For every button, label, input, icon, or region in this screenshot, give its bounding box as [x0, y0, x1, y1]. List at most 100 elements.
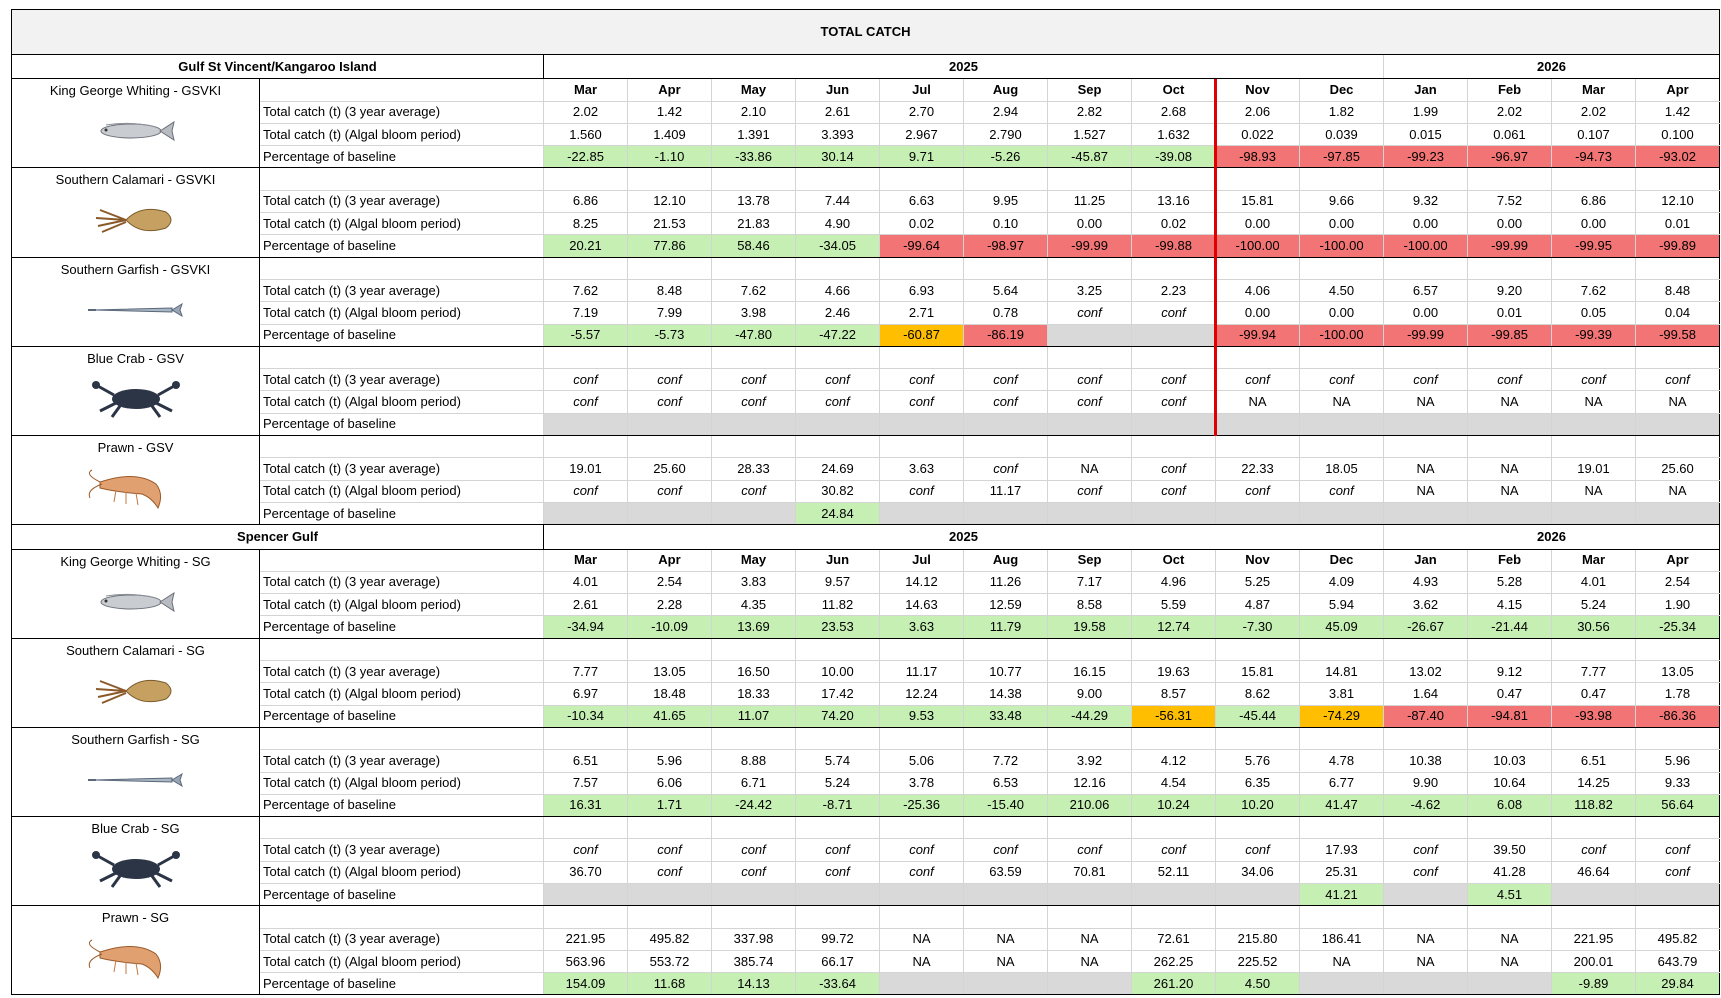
blank-cell	[711, 905, 796, 929]
value-cell: 56.64	[1634, 793, 1721, 818]
value-cell: 7.99	[627, 301, 712, 325]
value-cell: conf	[711, 479, 796, 503]
data-row: Percentage of baseline -34.94 -10.09 13.69 2…	[12, 615, 1721, 639]
value-cell: 9.20	[1467, 278, 1552, 303]
value-cell: 7.62	[1551, 278, 1636, 303]
data-row: Total catch (t) (3 year average) 7.62 8.48…	[12, 278, 1721, 303]
value-cell: 11.68	[627, 972, 712, 996]
value-cell: 8.48	[1634, 278, 1721, 303]
blank-cell	[1131, 435, 1216, 459]
value-cell: 2.54	[1634, 570, 1721, 595]
blank-cell	[1047, 435, 1132, 459]
value-cell: 28.33	[711, 457, 796, 481]
blank-cell	[1634, 256, 1721, 280]
value-cell: -99.88	[1131, 234, 1216, 258]
blank-cell	[1383, 816, 1468, 840]
value-cell: 4.66	[795, 278, 880, 303]
value-cell: 215.80	[1215, 927, 1300, 951]
blank-cell	[1467, 637, 1552, 662]
value-cell: 10.00	[795, 660, 880, 684]
value-cell: 3.98	[711, 301, 796, 325]
value-cell: conf	[963, 457, 1048, 481]
blank-cell	[795, 726, 880, 751]
value-cell: 30.14	[795, 145, 880, 169]
blank-cell	[1383, 345, 1468, 370]
value-cell	[711, 412, 796, 437]
value-cell: -25.36	[879, 793, 964, 818]
value-cell: 8.57	[1131, 682, 1216, 706]
value-cell: conf	[963, 838, 1048, 862]
blank-cell	[627, 637, 712, 662]
value-cell: conf	[879, 838, 964, 862]
value-cell: conf	[627, 479, 712, 503]
value-cell: 63.59	[963, 860, 1048, 884]
value-cell: -4.62	[1383, 793, 1468, 818]
species-name: King George Whiting - GSVKI	[49, 83, 222, 99]
value-cell: -5.57	[543, 323, 628, 347]
value-cell: 19.01	[1551, 457, 1636, 481]
value-cell: 1.527	[1047, 122, 1132, 147]
species-icon	[87, 302, 183, 317]
value-cell: 25.31	[1299, 860, 1384, 884]
value-cell: -22.85	[543, 145, 628, 169]
row-label: Total catch (t) (Algal bloom period)	[259, 949, 544, 974]
row-label: Percentage of baseline	[259, 882, 544, 907]
blank-cell	[1634, 905, 1721, 929]
blank-cell	[1131, 637, 1216, 662]
blank-cell	[879, 167, 964, 191]
value-cell: 0.01	[1467, 301, 1552, 325]
value-cell: 11.07	[711, 704, 796, 728]
year-header: 2025	[543, 524, 1384, 550]
value-cell: 1.64	[1383, 682, 1468, 706]
value-cell: 41.47	[1299, 793, 1384, 818]
value-cell: 34.06	[1215, 860, 1300, 884]
value-cell: conf	[1131, 838, 1216, 862]
blank-cell	[795, 637, 880, 662]
value-cell: 33.48	[963, 704, 1048, 728]
value-cell: 262.25	[1131, 949, 1216, 974]
blank-cell	[1047, 816, 1132, 840]
blank-cell	[1634, 726, 1721, 751]
blank-cell	[711, 345, 796, 370]
value-cell: 2.790	[963, 122, 1048, 147]
data-row: Percentage of baseline 16.31 1.71 -24.42 -8.…	[12, 793, 1721, 818]
value-cell	[1131, 501, 1216, 526]
label-cell	[259, 167, 544, 191]
value-cell	[1467, 972, 1552, 996]
blank-cell	[879, 905, 964, 929]
value-cell: 4.78	[1299, 749, 1384, 773]
value-cell: -44.29	[1047, 704, 1132, 728]
value-cell: conf	[1215, 479, 1300, 503]
month-header: Aug	[963, 548, 1048, 572]
blank-cell	[795, 167, 880, 191]
value-cell: 10.38	[1383, 749, 1468, 773]
value-cell: 12.24	[879, 682, 964, 706]
value-cell: 30.82	[795, 479, 880, 503]
blank-cell	[1131, 816, 1216, 840]
value-cell: 7.52	[1467, 189, 1552, 214]
value-cell: conf	[1634, 368, 1721, 392]
data-row: Percentage of baseline -5.57 -5.73 -47.80 -4…	[12, 323, 1721, 347]
blank-cell	[711, 637, 796, 662]
value-cell: conf	[1634, 860, 1721, 884]
value-cell	[1047, 412, 1132, 437]
label-cell	[259, 637, 544, 662]
blank-cell	[1467, 167, 1552, 191]
data-row: Total catch (t) (Algal bloom period) 563.…	[12, 949, 1721, 974]
blank-cell	[1383, 726, 1468, 751]
value-cell: 5.59	[1131, 593, 1216, 617]
blank-cell	[1551, 905, 1636, 929]
value-cell: -21.44	[1467, 615, 1552, 639]
month-header: Jan	[1383, 78, 1468, 102]
blank-cell	[1299, 345, 1384, 370]
value-cell: 2.70	[879, 100, 964, 124]
value-cell: conf	[1299, 479, 1384, 503]
value-cell: 4.90	[795, 212, 880, 236]
value-cell	[963, 412, 1048, 437]
value-cell: -8.71	[795, 793, 880, 818]
value-cell	[1383, 882, 1468, 907]
value-cell: 77.86	[627, 234, 712, 258]
blank-cell	[627, 167, 712, 191]
value-cell	[1383, 972, 1468, 996]
value-cell	[1047, 323, 1132, 347]
